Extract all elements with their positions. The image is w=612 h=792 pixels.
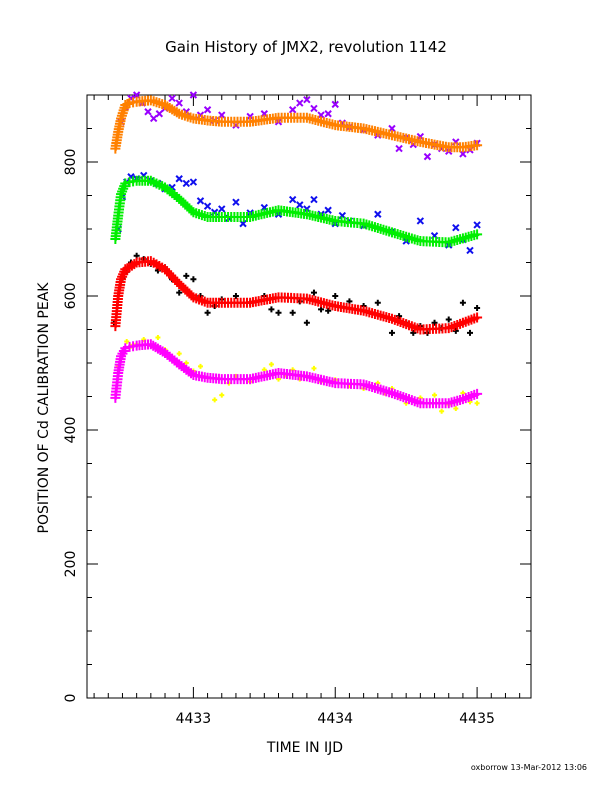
data-point	[439, 408, 445, 414]
data-point	[182, 179, 191, 188]
data-point	[296, 201, 304, 209]
data-point	[474, 400, 480, 406]
data-point	[324, 110, 332, 118]
y-tick-label: 400	[63, 417, 79, 444]
data-point	[410, 329, 417, 336]
x-axis-label: TIME IN IJD	[266, 740, 343, 756]
chart-title: Gain History of JMX2, revolution 1142	[165, 38, 447, 56]
data-point	[288, 106, 297, 114]
data-point	[453, 406, 459, 412]
data-point	[289, 309, 296, 316]
data-point	[218, 205, 226, 213]
data-point	[176, 289, 183, 296]
series-fit-curve-5	[110, 175, 483, 248]
data-point	[303, 319, 310, 326]
data-point	[346, 298, 353, 305]
data-point	[310, 104, 318, 113]
y-tick-label: 600	[63, 283, 79, 310]
data-point	[232, 293, 239, 299]
data-point	[310, 289, 317, 296]
series-fit-curve-7	[110, 339, 483, 409]
data-point	[155, 110, 164, 118]
data-point	[124, 339, 130, 345]
data-point	[203, 106, 212, 114]
series-fit-curve-4	[110, 95, 483, 154]
y-axis-label: POSITION OF Cd CALIBRATION PEAK	[36, 282, 52, 534]
data-point	[423, 152, 432, 161]
fit-point	[472, 229, 483, 240]
data-point	[473, 221, 481, 229]
data-point	[176, 351, 182, 357]
data-point	[203, 202, 212, 210]
data-point	[388, 329, 395, 336]
data-point	[190, 276, 197, 283]
data-point	[459, 299, 466, 306]
data-point	[189, 178, 198, 186]
data-point	[175, 175, 183, 183]
data-point	[416, 217, 425, 225]
data-point	[466, 246, 474, 255]
data-point	[268, 306, 275, 313]
data-point	[325, 307, 332, 314]
data-point	[374, 299, 381, 306]
data-point	[324, 206, 332, 214]
data-point	[310, 195, 318, 204]
data-point	[268, 361, 274, 367]
footer-stamp: oxborrow 13-Mar-2012 13:06	[471, 763, 587, 772]
data-point	[467, 329, 474, 336]
data-point	[474, 305, 481, 312]
data-point	[296, 99, 304, 107]
series-fit-curve-6	[110, 256, 483, 335]
data-point	[144, 108, 152, 116]
data-point	[288, 195, 297, 204]
data-point	[452, 223, 460, 232]
fit-point	[472, 140, 483, 151]
data-point	[432, 392, 438, 398]
y-tick-label: 0	[63, 694, 79, 703]
data-series	[110, 91, 483, 414]
data-point	[189, 91, 198, 99]
data-point	[175, 99, 183, 107]
data-point	[196, 197, 205, 205]
x-tick-label: 4434	[317, 711, 353, 727]
data-point	[219, 392, 225, 398]
data-point	[168, 94, 176, 103]
data-point	[395, 144, 403, 153]
data-point	[232, 198, 240, 206]
data-point	[311, 365, 317, 371]
data-point	[303, 95, 311, 104]
data-point	[149, 114, 158, 123]
data-point	[318, 306, 325, 313]
data-point	[332, 293, 339, 299]
series-raw-scatter-2	[110, 252, 481, 336]
data-point	[212, 397, 218, 403]
data-point	[183, 272, 190, 279]
data-point	[197, 363, 203, 369]
data-point	[155, 335, 161, 341]
data-point	[275, 309, 282, 316]
x-tick-label: 4433	[176, 711, 212, 727]
x-tick-label: 4435	[459, 711, 495, 727]
data-point	[204, 309, 211, 316]
fit-point	[472, 388, 483, 399]
series-raw-scatter-0	[117, 91, 481, 161]
data-point	[331, 100, 339, 109]
data-point	[374, 210, 382, 218]
data-point	[445, 316, 452, 323]
data-point	[431, 319, 438, 326]
fit-point	[122, 99, 133, 110]
data-point	[141, 337, 147, 343]
axis-ticks: 4433 4434 4435 0 200 400 600 800	[63, 94, 531, 727]
y-tick-label: 200	[63, 551, 79, 578]
fit-point	[472, 312, 483, 323]
y-tick-label: 800	[63, 149, 79, 176]
